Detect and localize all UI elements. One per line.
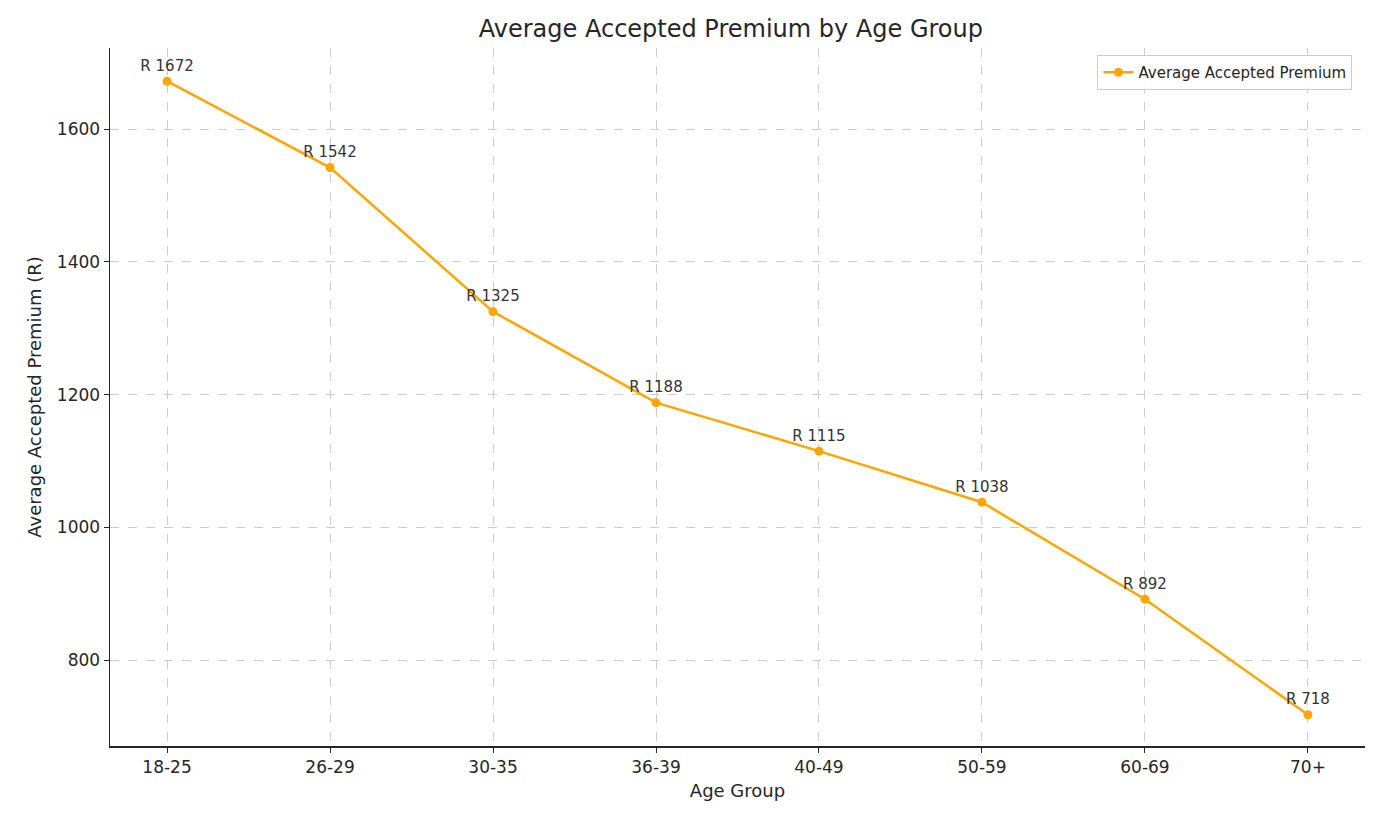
svg-text:R 1672: R 1672 <box>140 57 193 75</box>
svg-text:Age Group: Age Group <box>690 780 785 801</box>
svg-text:1400: 1400 <box>57 252 100 272</box>
svg-text:R 1542: R 1542 <box>303 143 356 161</box>
svg-text:R 1325: R 1325 <box>466 287 519 305</box>
svg-text:18-25: 18-25 <box>142 757 191 777</box>
svg-text:Average Accepted Premium by Ag: Average Accepted Premium by Age Group <box>479 15 983 43</box>
svg-text:30-35: 30-35 <box>468 757 517 777</box>
svg-text:Average Accepted Premium: Average Accepted Premium <box>1138 64 1346 82</box>
svg-text:26-29: 26-29 <box>305 757 354 777</box>
svg-text:800: 800 <box>68 650 100 670</box>
svg-text:R 892: R 892 <box>1123 575 1167 593</box>
svg-text:R 1038: R 1038 <box>955 478 1008 496</box>
svg-text:1600: 1600 <box>57 119 100 139</box>
svg-text:1200: 1200 <box>57 385 100 405</box>
svg-text:Average Accepted Premium (R): Average Accepted Premium (R) <box>24 256 45 538</box>
svg-text:36-39: 36-39 <box>631 757 680 777</box>
svg-text:R 718: R 718 <box>1286 690 1330 708</box>
svg-text:70+: 70+ <box>1290 757 1326 777</box>
svg-text:R 1115: R 1115 <box>792 427 845 445</box>
svg-text:R 1188: R 1188 <box>629 378 682 396</box>
svg-text:50-59: 50-59 <box>957 757 1006 777</box>
svg-text:60-69: 60-69 <box>1120 757 1169 777</box>
svg-text:1000: 1000 <box>57 517 100 537</box>
svg-text:40-49: 40-49 <box>794 757 843 777</box>
